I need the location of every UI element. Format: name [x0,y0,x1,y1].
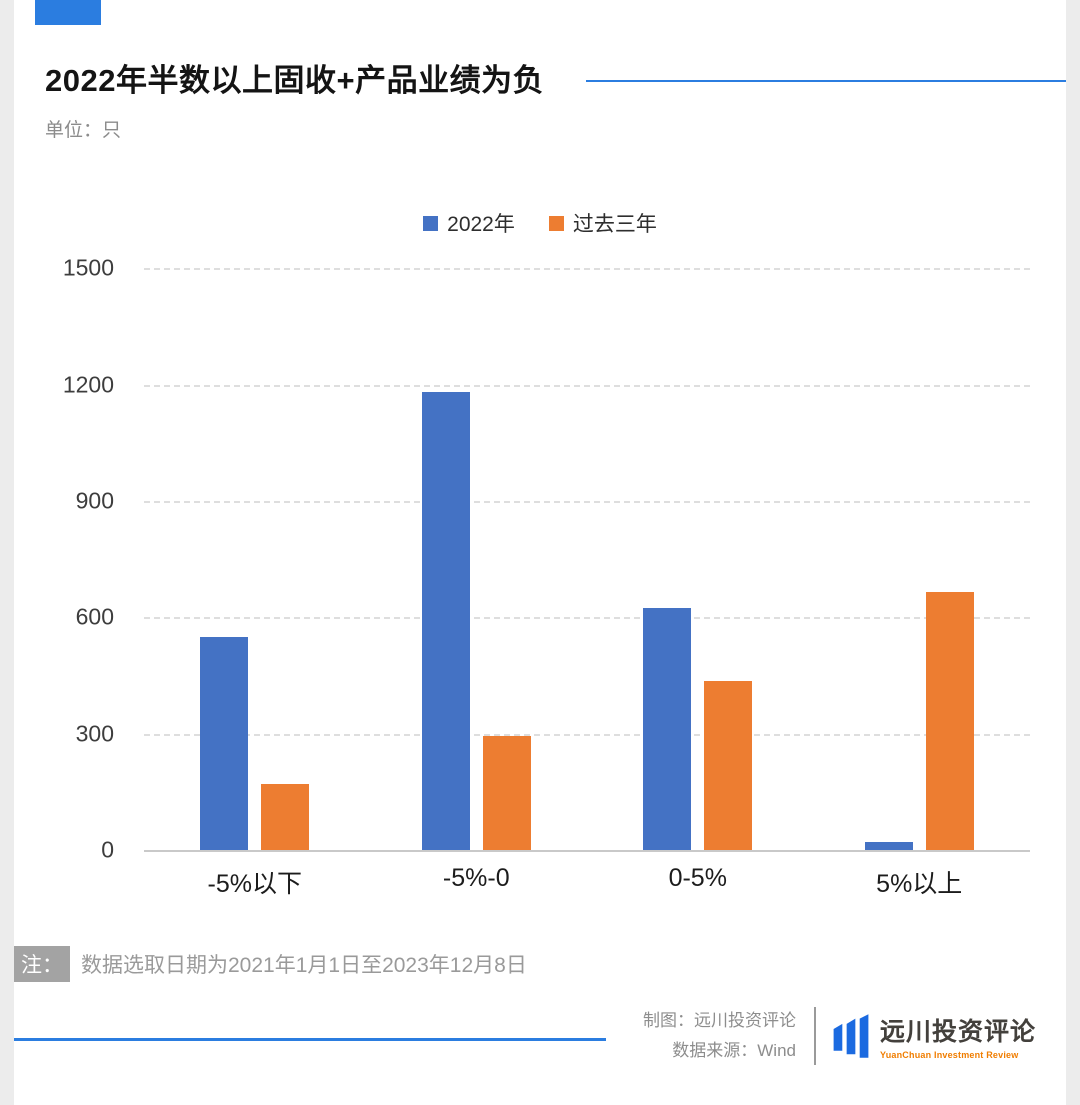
bar-group [144,268,366,851]
footer-rule-line [14,1038,606,1042]
gridline [144,268,1030,271]
legend-item-2022: 2022年 [423,208,515,238]
x-category-label: -5%-0 [442,864,510,893]
legend-item-past-three-years: 过去三年 [548,208,657,238]
gridline [144,384,1030,387]
bar [261,784,310,851]
bar-group [366,268,588,851]
footnote-tag: 注： [14,946,70,983]
bar-chart: 0 300 600 900 1200 1500 -5%以下 -5%-0 0-5% 5%以上 [14,255,1066,900]
page-title: 2022年半数以上固收+产品业绩为负 [45,63,545,98]
legend-swatch-past-three-years [548,215,564,231]
legend-label-2022: 2022年 [447,213,515,237]
bar-group [809,268,1031,851]
gridline [144,617,1030,620]
unit-label: 单位：只 [45,120,122,142]
gridline [144,500,1030,503]
legend-label-past-three-years: 过去三年 [572,213,657,237]
credit-data-source: 数据来源：Wind [672,1041,796,1061]
chart-legend: 2022年 过去三年 [14,208,1066,238]
y-tick-label: 1500 [62,254,114,281]
gridline [144,733,1030,736]
x-category-label: 0-5% [668,864,727,893]
brand-subtitle: YuanChuan Investment Review [879,1050,1019,1061]
bar [643,607,692,851]
brand-logo-text: 远川投资评论 YuanChuan Investment Review [880,1012,1036,1060]
bar [925,592,974,851]
infographic-card: 2022年半数以上固收+产品业绩为负 单位：只 2022年 过去三年 0 300 6… [14,0,1066,1105]
x-category-label: 5%以上 [876,870,963,899]
bar-groups [144,268,1031,851]
footnote-text: 数据选取日期为2021年1月1日至2023年12月8日 [81,954,527,978]
legend-swatch-2022 [423,215,439,231]
bar [864,842,913,851]
bar-group [587,268,809,851]
brand-logo-icon [831,1012,871,1060]
y-tick-label: 300 [75,720,114,747]
y-tick-label: 0 [101,836,114,863]
y-tick-label: 900 [75,487,114,514]
credit-made-by: 制图：远川投资评论 [642,1011,796,1031]
plot-area: 0 300 600 900 1200 1500 [63,255,1031,863]
x-category-label: -5%以下 [207,870,302,899]
bar [482,735,531,851]
bar [200,636,249,851]
brand-logo: 远川投资评论 YuanChuan Investment Review [831,1012,1036,1060]
footer-divider [813,1007,816,1066]
title-rule-line [586,79,1066,82]
brand-name: 远川投资评论 [879,1018,1036,1047]
credits: 制图：远川投资评论 数据来源：Wind [643,1006,796,1066]
bar [704,681,753,851]
footer: 制图：远川投资评论 数据来源：Wind 远川投资评论 YuanChuan Inv… [14,998,1066,1074]
header: 2022年半数以上固收+产品业绩为负 [45,62,1066,99]
x-axis-labels: -5%以下 -5%-0 0-5% 5%以上 [144,864,1030,900]
bar [421,392,470,851]
y-tick-label: 1200 [62,371,114,398]
footnote: 注： 数据选取日期为2021年1月1日至2023年12月8日 [14,946,1066,983]
top-accent-bar [35,0,101,25]
x-axis-line [144,850,1030,853]
y-tick-label: 600 [75,603,114,630]
